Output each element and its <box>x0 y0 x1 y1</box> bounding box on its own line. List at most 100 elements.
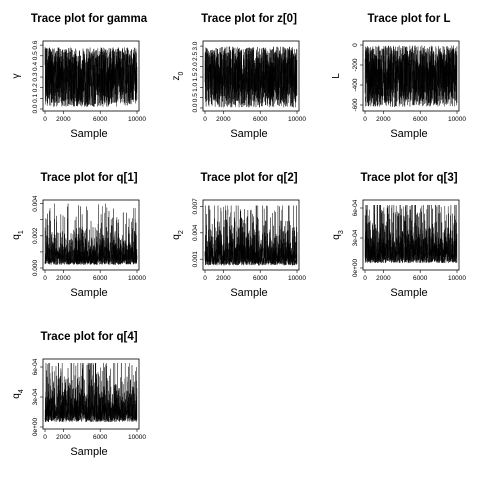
x-axis-label: Sample <box>70 287 107 299</box>
trace-line <box>44 203 138 265</box>
y-tick-label: -200 <box>352 58 359 71</box>
x-tick-label: 0 <box>363 275 367 282</box>
trace-panel-1: Trace plot for gamma 0 2000 6000 10000 Sample… <box>11 13 148 140</box>
trace-line <box>204 46 298 108</box>
x-tick-label: 0 <box>43 434 47 441</box>
x-tick-label: 0 <box>363 116 367 123</box>
panel-title: Trace plot for gamma <box>31 13 148 25</box>
trace-line <box>364 204 458 264</box>
plot-frame <box>42 199 140 271</box>
y-tick-label: 3e-04 <box>352 229 359 246</box>
x-tick-label: 0 <box>203 116 207 123</box>
x-tick-label: 2000 <box>56 434 71 441</box>
x-tick-label: 2000 <box>216 116 231 123</box>
trace-panel-5: Trace plot for q[2] 0 2000 6000 10000 Sample 0… <box>171 172 306 299</box>
x-tick-label: 2000 <box>56 275 71 282</box>
x-tick-label: 10000 <box>128 434 146 441</box>
trace-line <box>364 45 458 107</box>
y-tick-label: 0.5 <box>32 51 39 60</box>
trace-panel-3: Trace plot for L 0 2000 6000 10000 Sample -600… <box>331 13 466 140</box>
plot-frame <box>42 40 140 112</box>
y-tick-label: 0.5 <box>192 93 199 102</box>
y-tick-label: -600 <box>352 98 359 111</box>
y-tick-label: 0.001 <box>192 251 199 268</box>
plot-frame <box>202 40 300 112</box>
y-axis-label: q2 <box>171 230 185 240</box>
x-tick-label: 10000 <box>128 275 146 282</box>
x-tick-label: 6000 <box>253 116 268 123</box>
x-tick-label: 2000 <box>376 275 391 282</box>
y-axis-label: q4 <box>11 389 25 399</box>
x-tick-label: 0 <box>43 116 47 123</box>
y-tick-label: 0.1 <box>32 93 39 102</box>
panel-title: Trace plot for q[1] <box>40 172 137 184</box>
y-tick-label: 0.004 <box>192 224 199 241</box>
y-tick-label: 2.0 <box>192 62 199 71</box>
panel-title: Trace plot for q[4] <box>40 331 137 343</box>
y-tick-label: 0.0 <box>192 103 199 112</box>
trace-line <box>44 47 138 107</box>
x-tick-label: 0 <box>203 275 207 282</box>
x-tick-label: 2000 <box>376 116 391 123</box>
x-tick-label: 6000 <box>413 116 428 123</box>
y-axis-label: q3 <box>331 230 345 240</box>
x-tick-label: 10000 <box>288 116 306 123</box>
x-tick-label: 10000 <box>448 116 466 123</box>
y-tick-label: -400 <box>352 78 359 91</box>
plot-frame <box>202 199 300 271</box>
y-axis-label: L <box>331 73 342 79</box>
x-tick-label: 2000 <box>56 116 71 123</box>
x-tick-label: 6000 <box>93 275 108 282</box>
x-axis-label: Sample <box>230 128 267 140</box>
x-tick-label: 6000 <box>93 434 108 441</box>
y-tick-label: 0 <box>352 43 359 47</box>
y-tick-label: 0.007 <box>192 198 199 215</box>
y-tick-label: 0e+00 <box>32 417 39 436</box>
x-axis-label: Sample <box>230 287 267 299</box>
x-tick-label: 0 <box>43 275 47 282</box>
y-tick-label: 0.6 <box>32 40 39 49</box>
x-tick-label: 10000 <box>448 275 466 282</box>
x-tick-label: 6000 <box>93 116 108 123</box>
x-tick-label: 6000 <box>413 275 428 282</box>
y-tick-label: 0.004 <box>32 195 39 212</box>
y-tick-label: 2.5 <box>192 52 199 61</box>
plot-frame <box>362 40 460 112</box>
y-axis-label: γ <box>11 74 22 79</box>
panel-title: Trace plot for q[3] <box>360 172 457 184</box>
y-tick-label: 3.0 <box>192 41 199 50</box>
y-tick-label: 1.0 <box>192 82 199 91</box>
plot-frame <box>42 358 140 430</box>
trace-line <box>204 205 298 266</box>
x-axis-label: Sample <box>390 287 427 299</box>
trace-panel-4: Trace plot for q[1] 0 2000 6000 10000 Sample 0… <box>11 172 146 299</box>
y-tick-label: 3e-04 <box>32 388 39 405</box>
y-tick-label: 0.000 <box>32 259 39 276</box>
panel-title: Trace plot for q[2] <box>200 172 297 184</box>
y-tick-label: 0.3 <box>32 72 39 81</box>
x-tick-label: 6000 <box>253 275 268 282</box>
x-tick-label: 2000 <box>216 275 231 282</box>
y-tick-label: 0.2 <box>32 83 39 92</box>
y-axis-label: z0 <box>171 71 185 80</box>
y-tick-label: 6e-04 <box>32 358 39 375</box>
y-tick-label: 6e-04 <box>352 199 359 216</box>
plot-frame <box>362 199 460 271</box>
panel-title: Trace plot for z[0] <box>201 13 297 25</box>
y-axis-label: q1 <box>11 230 25 240</box>
y-tick-label: 0.0 <box>32 104 39 113</box>
trace-panel-7: Trace plot for q[4] 0 2000 6000 10000 Sample 0… <box>11 331 146 458</box>
trace-panel-2: Trace plot for z[0] 0 2000 6000 10000 Sample 0… <box>171 13 306 140</box>
x-axis-label: Sample <box>70 128 107 140</box>
x-tick-label: 10000 <box>128 116 146 123</box>
x-axis-label: Sample <box>390 128 427 140</box>
panel-title: Trace plot for L <box>367 13 450 25</box>
x-tick-label: 10000 <box>288 275 306 282</box>
x-axis-label: Sample <box>70 446 107 458</box>
trace-line <box>44 362 138 423</box>
y-tick-label: 0.4 <box>32 62 39 71</box>
y-tick-label: 0e+00 <box>352 258 359 277</box>
trace-panel-6: Trace plot for q[3] 0 2000 6000 10000 Sample 0… <box>331 172 466 299</box>
y-tick-label: 0.002 <box>32 227 39 244</box>
